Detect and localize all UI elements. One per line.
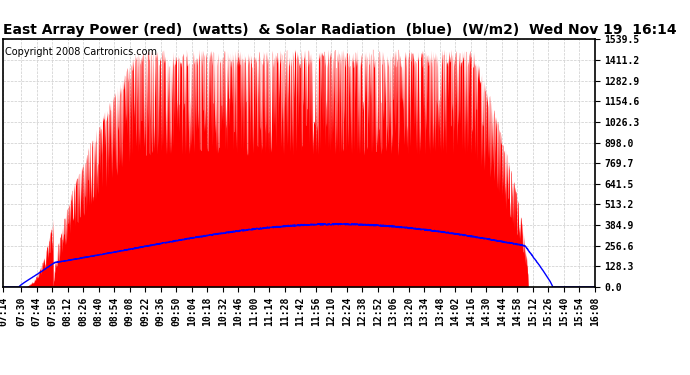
Text: East Array Power (red)  (watts)  & Solar Radiation  (blue)  (W/m2)  Wed Nov 19  : East Array Power (red) (watts) & Solar R…	[3, 23, 677, 37]
Text: Copyright 2008 Cartronics.com: Copyright 2008 Cartronics.com	[5, 47, 157, 57]
